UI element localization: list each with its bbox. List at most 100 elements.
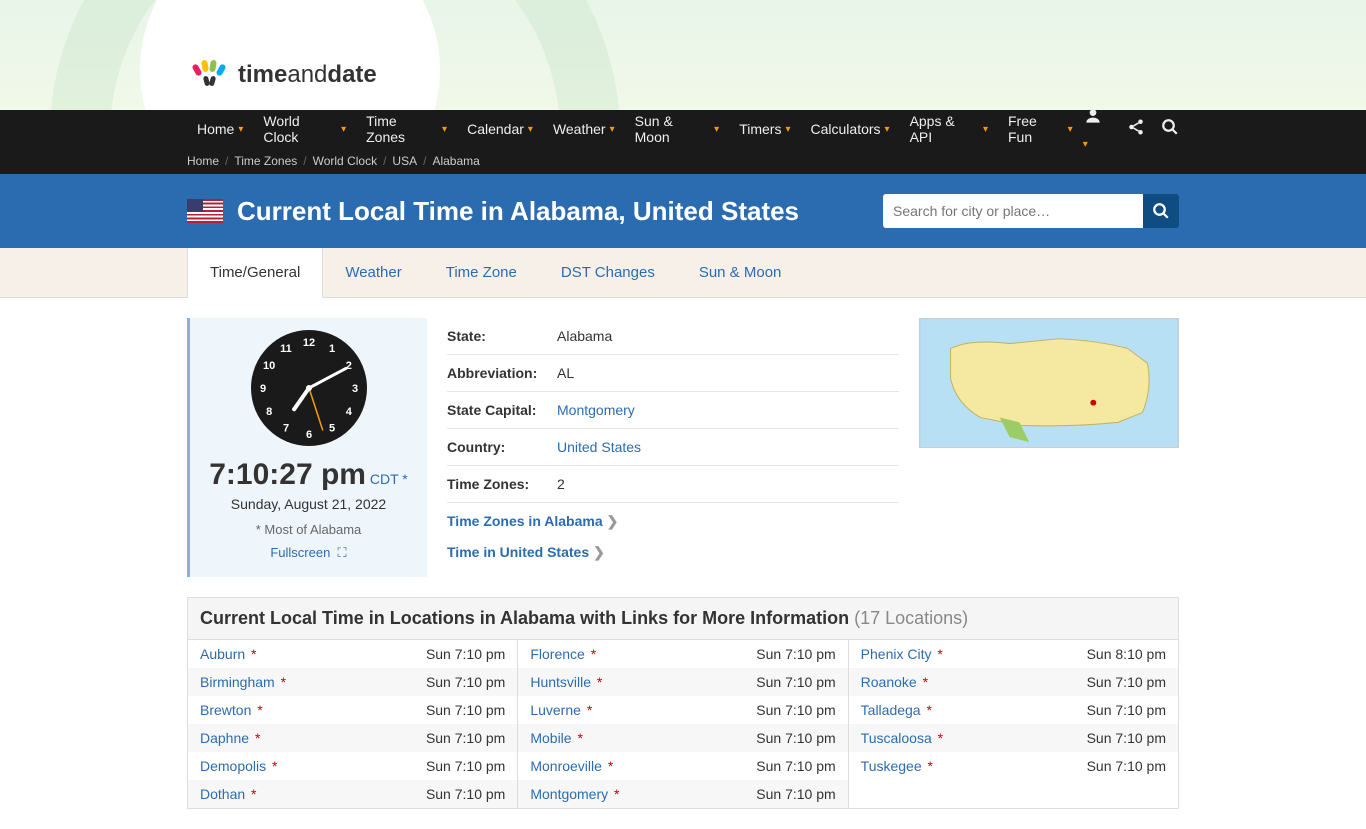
dst-star-icon: *: [255, 730, 260, 746]
location-time: Sun 8:10 pm: [1087, 646, 1166, 662]
nav-item-world-clock[interactable]: World Clock▾: [253, 110, 356, 148]
dst-star-icon: *: [614, 786, 619, 802]
current-date: Sunday, August 21, 2022: [200, 496, 417, 512]
nav-item-calendar[interactable]: Calendar▾: [457, 110, 543, 148]
location-time: Sun 7:10 pm: [426, 786, 505, 802]
info-value: 2: [557, 476, 565, 492]
svg-text:9: 9: [259, 383, 265, 395]
location-link[interactable]: Dothan: [200, 786, 245, 802]
breadcrumb-item[interactable]: World Clock: [313, 154, 377, 168]
location-row: Dothan *Sun 7:10 pm: [188, 780, 517, 808]
svg-text:10: 10: [263, 360, 275, 372]
timezone-link[interactable]: CDT *: [370, 471, 408, 487]
location-link[interactable]: Talladega: [861, 702, 921, 718]
location-row: Phenix City * Sun 8:10 pm: [849, 640, 1178, 668]
tab-weather[interactable]: Weather: [323, 248, 423, 297]
svg-text:8: 8: [266, 406, 272, 418]
location-time: Sun 7:10 pm: [426, 646, 505, 662]
location-link[interactable]: Auburn: [200, 646, 245, 662]
dst-star-icon: *: [257, 702, 262, 718]
info-label: Abbreviation:: [447, 365, 557, 381]
dst-star-icon: *: [926, 702, 931, 718]
svg-text:7: 7: [282, 423, 288, 435]
location-link[interactable]: Huntsville: [530, 674, 591, 690]
info-value[interactable]: United States: [557, 439, 641, 455]
search-button[interactable]: [1143, 194, 1179, 228]
svg-text:1: 1: [328, 343, 334, 355]
dst-star-icon: *: [923, 674, 928, 690]
location-link[interactable]: Daphne: [200, 730, 249, 746]
location-link[interactable]: Mobile: [530, 730, 571, 746]
location-link[interactable]: Roanoke: [861, 674, 917, 690]
logo-text: timeanddate: [238, 61, 377, 89]
location-row: Demopolis *Sun 7:10 pm: [188, 752, 517, 780]
search-form: [883, 194, 1179, 228]
nav-right: ▾: [1083, 106, 1179, 152]
tab-dst-changes[interactable]: DST Changes: [539, 248, 677, 297]
breadcrumb-item[interactable]: USA: [392, 154, 417, 168]
nav-item-time-zones[interactable]: Time Zones▾: [356, 110, 457, 148]
breadcrumb-item[interactable]: Home: [187, 154, 219, 168]
dst-star-icon: *: [281, 674, 286, 690]
location-link[interactable]: Monroeville: [530, 758, 602, 774]
tab-time-zone[interactable]: Time Zone: [424, 248, 539, 297]
nav-item-timers[interactable]: Timers▾: [729, 110, 800, 148]
location-link[interactable]: Luverne: [530, 702, 581, 718]
page-header: Current Local Time in Alabama, United St…: [0, 174, 1366, 248]
fullscreen-link[interactable]: Fullscreen ⛶: [270, 545, 346, 561]
location-link[interactable]: Phenix City: [861, 646, 932, 662]
map-thumbnail[interactable]: [919, 318, 1179, 448]
location-row: Luverne *Sun 7:10 pm: [518, 696, 847, 724]
info-row: Abbreviation:AL: [447, 355, 899, 392]
location-link[interactable]: Florence: [530, 646, 584, 662]
nav-item-weather[interactable]: Weather▾: [543, 110, 625, 148]
site-logo[interactable]: timeanddate: [190, 60, 377, 90]
info-value: Alabama: [557, 328, 612, 344]
location-row: Roanoke *Sun 7:10 pm: [849, 668, 1178, 696]
info-label: State Capital:: [447, 402, 557, 418]
location-link[interactable]: Birmingham: [200, 674, 275, 690]
dst-star-icon: *: [272, 758, 277, 774]
svg-text:12: 12: [302, 337, 314, 349]
location-row: Montgomery *Sun 7:10 pm: [518, 780, 847, 808]
nav-item-sun-moon[interactable]: Sun & Moon▾: [625, 110, 730, 148]
nav-item-free-fun[interactable]: Free Fun▾: [998, 110, 1083, 148]
breadcrumb-item[interactable]: Time Zones: [234, 154, 297, 168]
info-sublink[interactable]: Time Zones in Alabama❯: [447, 513, 618, 529]
dst-star-icon: *: [608, 758, 613, 774]
account-icon[interactable]: ▾: [1083, 106, 1111, 152]
location-time: Sun 7:10 pm: [756, 702, 835, 718]
location-row: Brewton *Sun 7:10 pm: [188, 696, 517, 724]
info-label: Time Zones:: [447, 476, 557, 492]
dst-star-icon: *: [577, 730, 582, 746]
nav-item-calculators[interactable]: Calculators▾: [801, 110, 900, 148]
main-nav: Home▾World Clock▾Time Zones▾Calendar▾Wea…: [0, 110, 1366, 148]
search-input[interactable]: [883, 194, 1143, 228]
svg-text:2: 2: [345, 360, 351, 372]
main-content: 123456789101112 7:10:27 pm CDT * Sunday,…: [183, 298, 1183, 829]
dst-star-icon: *: [937, 646, 942, 662]
locations-header: Current Local Time in Locations in Alaba…: [188, 598, 1178, 640]
nav-item-apps-api[interactable]: Apps & API▾: [900, 110, 998, 148]
location-link[interactable]: Montgomery: [530, 786, 608, 802]
info-sublink[interactable]: Time in United States❯: [447, 544, 605, 560]
location-time: Sun 7:10 pm: [426, 674, 505, 690]
tab-sun-moon[interactable]: Sun & Moon: [677, 248, 804, 297]
location-link[interactable]: Brewton: [200, 702, 251, 718]
location-time: Sun 7:10 pm: [1087, 758, 1166, 774]
share-icon[interactable]: [1127, 118, 1145, 141]
location-row: Monroeville *Sun 7:10 pm: [518, 752, 847, 780]
nav-item-home[interactable]: Home▾: [187, 110, 253, 148]
info-label: State:: [447, 328, 557, 344]
search-icon[interactable]: [1161, 118, 1179, 141]
location-link[interactable]: Demopolis: [200, 758, 266, 774]
tab-time-general[interactable]: Time/General: [187, 248, 323, 298]
location-link[interactable]: Tuskegee: [861, 758, 922, 774]
info-value[interactable]: Montgomery: [557, 402, 635, 418]
header-background: timeanddate: [0, 0, 1366, 110]
svg-text:5: 5: [328, 423, 334, 435]
analog-clock: 123456789101112: [249, 328, 369, 448]
location-time: Sun 7:10 pm: [1087, 702, 1166, 718]
location-link[interactable]: Tuscaloosa: [861, 730, 932, 746]
dst-star-icon: *: [591, 646, 596, 662]
